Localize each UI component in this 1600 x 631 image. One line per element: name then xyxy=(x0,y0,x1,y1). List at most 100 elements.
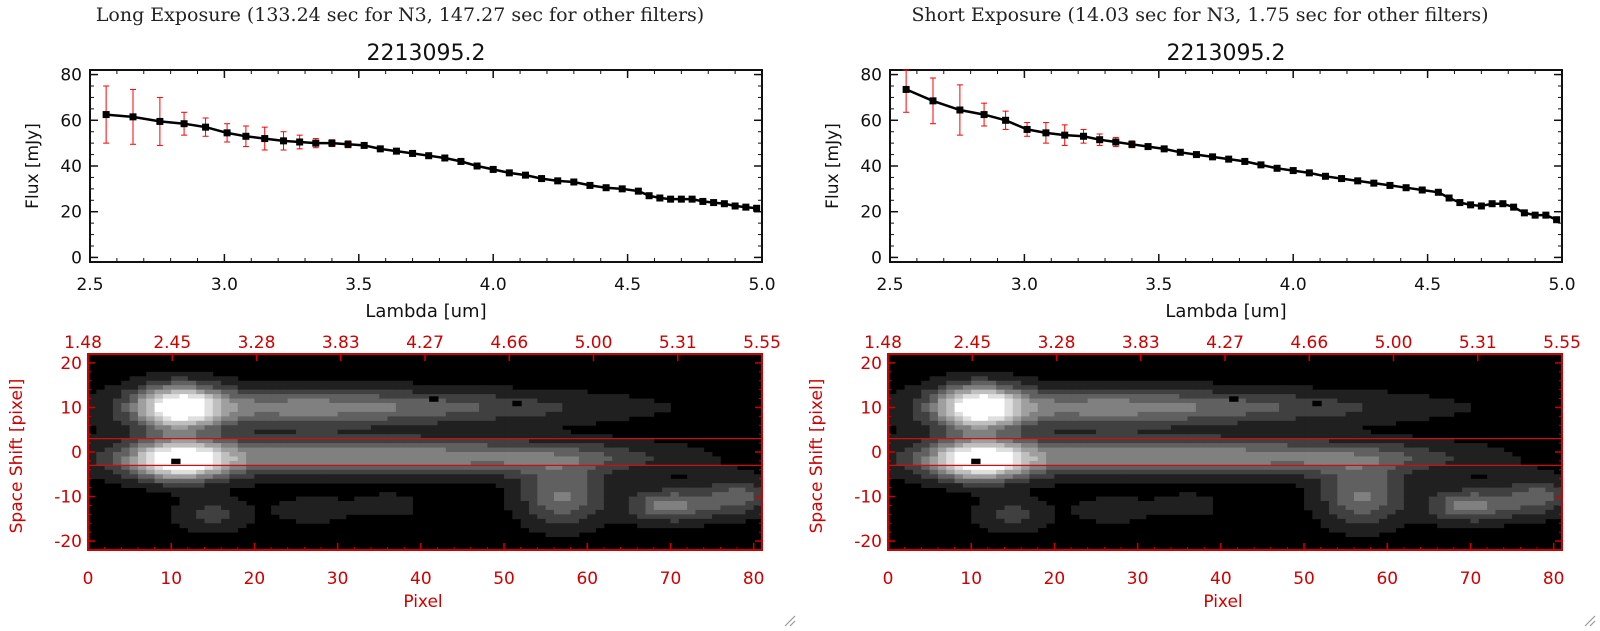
image-pixel xyxy=(1370,411,1380,417)
image-pixel xyxy=(1445,460,1455,466)
image-pixel xyxy=(1412,394,1421,399)
image-pixel xyxy=(612,438,621,444)
image-pixel xyxy=(296,505,305,511)
image-pixel xyxy=(1120,509,1130,515)
image-pixel xyxy=(1104,398,1114,404)
image-pixel xyxy=(1337,389,1347,395)
image-pixel xyxy=(987,434,997,440)
image-pixel xyxy=(1162,407,1172,413)
image-pixel xyxy=(154,411,164,417)
image-pixel xyxy=(229,483,239,489)
image-pixel xyxy=(404,385,413,391)
image-pixel xyxy=(1528,465,1538,471)
image-pixel xyxy=(720,478,730,484)
image-pixel xyxy=(1378,403,1388,408)
image-pixel xyxy=(462,385,472,391)
image-pixel xyxy=(695,474,705,480)
image-pixel xyxy=(1320,416,1330,422)
image-pixel xyxy=(1453,403,1463,408)
data-point xyxy=(280,137,288,145)
image-pixel xyxy=(1079,403,1089,408)
image-pixel xyxy=(1320,492,1330,497)
image-pixel xyxy=(1137,443,1147,448)
image-pixel xyxy=(1145,478,1155,484)
image-pixel xyxy=(1112,416,1122,422)
image-pixel xyxy=(1353,469,1363,475)
image-pixel xyxy=(429,460,438,466)
image-pixel xyxy=(971,394,980,399)
image-pixel xyxy=(379,416,388,422)
top-tick-label: 1.48 xyxy=(864,333,902,353)
image-pixel xyxy=(1012,509,1022,515)
image-pixel xyxy=(1204,385,1213,391)
image-pixel xyxy=(504,398,513,404)
image-pixel xyxy=(1295,465,1305,471)
image-pixel xyxy=(1437,443,1446,448)
image-pixel xyxy=(1312,501,1322,506)
image-pixel xyxy=(1029,527,1039,533)
resize-grip-icon[interactable] xyxy=(782,612,796,627)
image-pixel xyxy=(1179,456,1188,462)
image-pixel xyxy=(1187,411,1197,417)
image-pixel xyxy=(1187,469,1197,475)
image-pixel xyxy=(745,505,755,511)
image-pixel xyxy=(296,394,305,399)
data-point xyxy=(1002,116,1010,124)
image-pixel xyxy=(603,398,613,404)
image-pixel xyxy=(1395,505,1405,511)
image-pixel xyxy=(1212,465,1222,471)
image-pixel xyxy=(637,518,646,524)
image-pixel xyxy=(212,483,222,489)
image-pixel xyxy=(578,416,588,422)
image-pixel xyxy=(1004,429,1014,435)
image-pixel xyxy=(179,380,189,386)
image-pixel xyxy=(304,447,314,453)
image-pixel xyxy=(88,447,97,453)
image-pixel xyxy=(345,398,355,404)
image-pixel xyxy=(212,456,222,462)
image-pixel xyxy=(745,509,755,515)
image-pixel xyxy=(1137,420,1147,426)
image-pixel xyxy=(1528,492,1538,497)
image-pixel xyxy=(1537,469,1546,475)
image-pixel xyxy=(737,492,746,497)
resize-grip-icon[interactable] xyxy=(1582,612,1596,627)
image-pixel xyxy=(612,505,621,511)
image-pixel xyxy=(196,518,205,524)
image-pixel xyxy=(1337,487,1347,493)
image-pixel xyxy=(96,394,106,399)
image-pixel xyxy=(1262,411,1272,417)
image-pixel xyxy=(212,527,222,533)
image-pixel xyxy=(562,407,572,413)
image-pixel xyxy=(929,483,939,489)
image-pixel xyxy=(712,478,721,484)
image-pixel xyxy=(1170,425,1180,431)
image-pixel xyxy=(296,443,305,448)
image-pixel xyxy=(1237,411,1247,417)
image-pixel xyxy=(1295,483,1305,489)
image-pixel xyxy=(1428,487,1438,493)
image-pixel xyxy=(312,394,322,399)
image-pixel xyxy=(1370,492,1380,497)
image-pixel xyxy=(271,478,280,484)
image-pixel xyxy=(1162,505,1172,511)
image-pixel xyxy=(404,389,413,395)
image-pixel xyxy=(329,385,339,391)
image-pixel xyxy=(1112,420,1122,426)
image-pixel xyxy=(420,447,430,453)
image-pixel xyxy=(520,505,530,511)
image-pixel xyxy=(287,385,297,391)
image-pixel xyxy=(1270,447,1280,453)
image-pixel xyxy=(1187,447,1197,453)
image-pixel xyxy=(212,403,222,408)
image-pixel xyxy=(888,474,897,480)
image-pixel xyxy=(545,483,555,489)
image-pixel xyxy=(1004,407,1014,413)
image-pixel xyxy=(212,380,222,386)
image-pixel xyxy=(1329,483,1338,489)
image-pixel xyxy=(929,434,939,440)
image-pixel xyxy=(645,460,655,466)
image-pixel xyxy=(204,389,214,395)
image-pixel xyxy=(1170,411,1180,417)
image-pixel xyxy=(1054,452,1064,457)
